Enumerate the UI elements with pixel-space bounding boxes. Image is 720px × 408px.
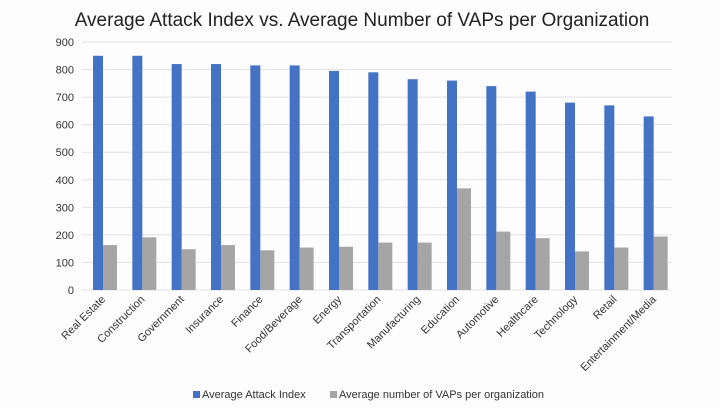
x-tick-label: Finance (229, 294, 265, 330)
y-tick-label: 800 (56, 65, 74, 77)
bar-attack-index-manufacturing (407, 79, 418, 290)
x-tick-label: Technology (532, 293, 580, 341)
legend-swatch-0 (193, 391, 200, 398)
bars (93, 55, 668, 291)
bar-attack-index-energy (329, 70, 339, 290)
y-tick-label: 400 (56, 175, 74, 187)
bar-attack-index-retail (604, 105, 615, 290)
bar-vaps-construction (142, 237, 157, 290)
bar-attack-index-education (447, 80, 457, 290)
legend-swatch-1 (330, 391, 337, 398)
bar-attack-index-automotive (486, 86, 497, 290)
bar-vaps-real-estate (103, 245, 117, 290)
bar-attack-index-transportation (368, 72, 379, 290)
y-tick-label: 600 (56, 120, 74, 132)
bar-vaps-manufacturing (417, 242, 432, 290)
bar-vaps-government (181, 249, 196, 290)
y-axis-ticks: 0 100 200 300 400 500 600 700 800 900 (56, 37, 74, 297)
bar-attack-index-real-estate (93, 55, 103, 291)
bar-attack-index-finance (250, 65, 261, 290)
legend: Average Attack Index Average number of VA… (193, 389, 544, 401)
bar-vaps-finance (260, 250, 275, 290)
x-tick-label: Entertainment/Media (579, 293, 660, 374)
legend-label-0: Average Attack Index (202, 389, 306, 401)
bar-vaps-technology (575, 251, 589, 290)
bar-vaps-insurance (221, 245, 235, 290)
y-tick-label: 300 (56, 202, 74, 214)
bar-attack-index-food-beverage (289, 65, 300, 290)
bar-vaps-food-beverage (299, 247, 314, 290)
bar-vaps-retail (614, 247, 629, 290)
x-tick-label: Automotive (454, 294, 501, 341)
x-tick-label: Energy (311, 293, 344, 326)
bar-vaps-entertainment-media (653, 236, 668, 290)
bar-vaps-automotive (496, 231, 511, 290)
y-tick-label: 900 (56, 37, 74, 49)
bar-attack-index-technology (565, 102, 575, 290)
x-tick-label: Retail (591, 294, 619, 322)
y-tick-label: 200 (56, 230, 74, 242)
bar-vaps-transportation (378, 242, 393, 290)
bar-attack-index-government (171, 64, 182, 291)
x-tick-label: Insurance (183, 294, 226, 337)
bar-vaps-education (457, 188, 471, 290)
legend-label-1: Average number of VAPs per organization (339, 389, 544, 401)
bar-attack-index-construction (132, 55, 143, 291)
chart-title: Average Attack Index vs. Average Number … (75, 10, 650, 31)
y-tick-label: 500 (56, 147, 74, 159)
bar-attack-index-healthcare (525, 91, 536, 290)
y-tick-label: 700 (56, 92, 74, 104)
bar-attack-index-insurance (211, 64, 221, 291)
y-tick-label: 100 (56, 257, 74, 269)
bar-attack-index-entertainment-media (643, 116, 654, 291)
bar-vaps-energy (339, 246, 353, 290)
y-tick-label: 0 (68, 285, 74, 297)
x-axis-ticks: Real EstateConstructionGovernmentInsuran… (59, 293, 659, 374)
bar-vaps-healthcare (535, 238, 550, 290)
